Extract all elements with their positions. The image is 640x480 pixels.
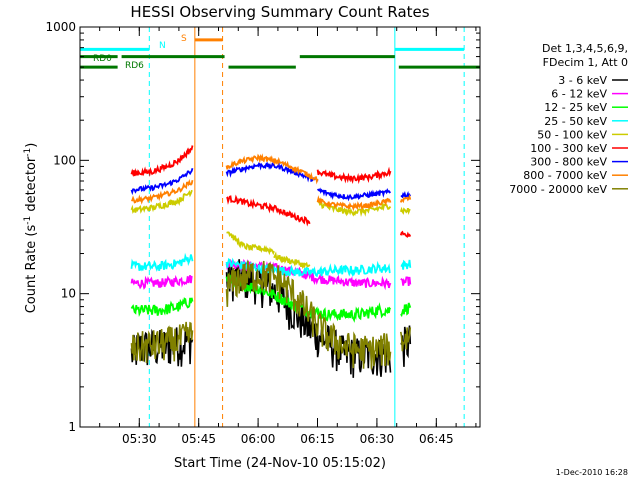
series-line-segment: [225, 153, 319, 185]
x-tick-label: 06:45: [419, 432, 454, 446]
series-100-300-kev: [130, 145, 412, 239]
series-line-segment: [400, 302, 412, 318]
legend-entry-label: 50 - 100 keV: [537, 128, 607, 141]
series-line-segment: [399, 327, 412, 352]
series-line-segment: [225, 257, 391, 278]
y-tick-label: 10: [61, 287, 76, 301]
series-line-segment: [399, 230, 412, 239]
y-tick-label: 100: [53, 153, 76, 167]
series-line-segment: [130, 167, 194, 196]
series-line-segment: [130, 297, 194, 318]
y-tick-label: 1: [68, 420, 76, 434]
legend-entry-label: 300 - 800 keV: [530, 156, 607, 169]
series-line-segment: [273, 251, 311, 270]
series-7000-20000-kev: [130, 260, 412, 370]
legend-entry-label: 12 - 25 keV: [544, 101, 607, 114]
flag-label-rd0: RD0: [93, 54, 112, 64]
legend: Det 1,3,4,5,6,9, FDecim 1, Att 0 3 - 6 k…: [509, 42, 628, 196]
series-line-segment: [130, 178, 194, 205]
legend-entry-label: 7000 - 20000 keV: [509, 183, 607, 196]
series-25-50-kev: [130, 252, 412, 278]
y-axis-label: Count Rate (s-1 detector-1): [23, 143, 39, 314]
series-300-800-kev: [130, 161, 412, 202]
chart-title: HESSI Observing Summary Count Rates: [130, 3, 429, 21]
series-line-segment: [400, 325, 412, 367]
x-tick-label: 06:00: [241, 432, 276, 446]
series-line-segment: [130, 189, 193, 214]
series-line-segment: [316, 200, 392, 217]
legend-entry-label: 800 - 7000 keV: [523, 169, 607, 182]
legend-entry-label: 100 - 300 keV: [530, 142, 607, 155]
x-tick-label: 05:45: [181, 432, 216, 446]
x-axis-label: Start Time (24-Nov-10 05:15:02): [174, 456, 386, 471]
series-line-segment: [226, 231, 275, 256]
series-line-segment: [399, 206, 411, 216]
legend-header-line-1: Det 1,3,4,5,6,9,: [542, 42, 628, 55]
axis-ticks: 05:30 05:45 06:00 06:15 06:30 06:45 1 10 100 1000: [45, 20, 480, 446]
series-line-segment: [400, 259, 412, 270]
flag-label-rd6: RD6: [125, 61, 144, 71]
legend-header-line-2: FDecim 1, Att 0: [543, 56, 628, 69]
flag-label-n: N: [159, 41, 166, 51]
series-line-segment: [399, 193, 412, 204]
plot-area: [80, 27, 480, 427]
footer-date: 1-Dec-2010 16:28: [556, 468, 628, 477]
series-line-segment: [226, 194, 311, 227]
series-800-7000-kev: [130, 153, 412, 212]
x-tick-label: 06:30: [360, 432, 395, 446]
legend-entry-label: 25 - 50 keV: [544, 115, 607, 128]
series-line-segment: [316, 195, 392, 212]
series-line-segment: [316, 166, 392, 185]
series-line-segment: [130, 145, 194, 178]
flag-label-s: S: [181, 34, 187, 44]
x-tick-label: 05:30: [122, 432, 157, 446]
series-line-segment: [225, 260, 392, 370]
y-tick-label: 1000: [45, 20, 76, 34]
legend-entry-label: 6 - 12 keV: [551, 88, 607, 101]
series-50-100-kev: [130, 189, 411, 270]
legend-entry-label: 3 - 6 keV: [558, 74, 607, 87]
series-line-segment: [130, 274, 193, 290]
series-line-segment: [225, 161, 319, 183]
series-line-segment: [130, 321, 194, 363]
series-line-segment: [130, 252, 194, 272]
x-tick-label: 06:15: [300, 432, 335, 446]
series-line-segment: [316, 187, 392, 202]
plot-frame: [79, 26, 481, 428]
series-line-segment: [400, 276, 412, 287]
